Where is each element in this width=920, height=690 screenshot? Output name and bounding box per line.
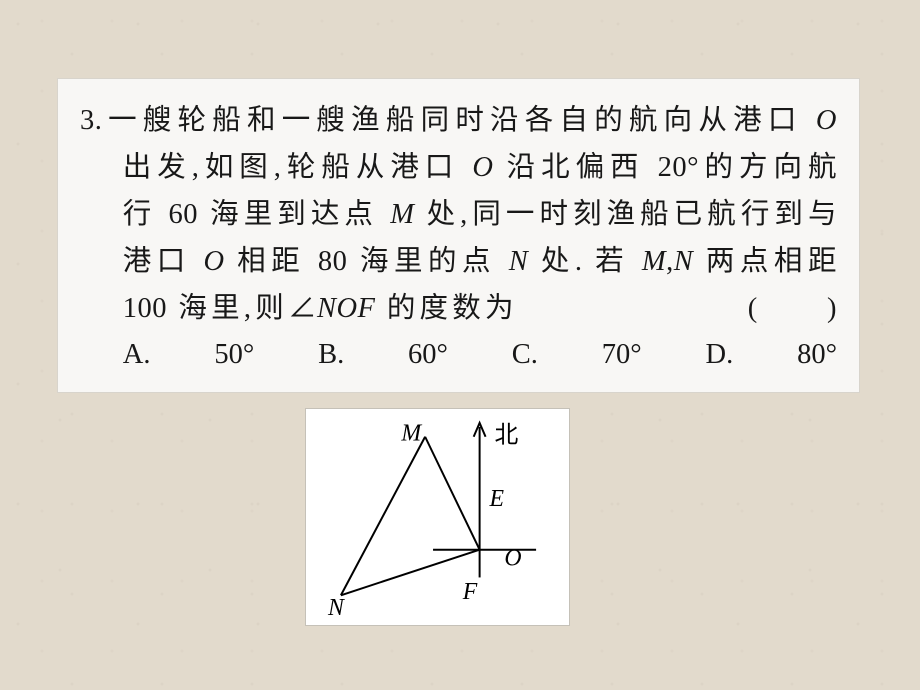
label-F: F [462,579,478,605]
option-a: A. 50° [123,339,254,370]
option-d: D. 80° [706,339,837,370]
label-O: O [504,546,521,572]
stem-line-4: 港口 O 相距 80 海里的点 N 处. 若 M,N 两点相距 [80,238,837,285]
label-N: N [327,595,345,621]
label-E: E [489,486,505,512]
stem-line-5: 100 海里,则∠NOF 的度数为( ) [80,285,837,332]
stem-line-2: 出发,如图,轮船从港口 O 沿北偏西 20°的方向航 [80,144,837,191]
seg-MO [425,437,479,550]
question-card: 3.一艘轮船和一艘渔船同时沿各自的航向从港口 O 出发,如图,轮船从港口 O 沿… [57,78,860,393]
options-row: A. 50° B. 60° C. 70° D. 80° [80,332,837,378]
stem-line-3: 行 60 海里到达点 M 处,同一时刻渔船已航行到与 [80,191,837,238]
label-north: 北 [494,422,518,449]
label-M: M [400,421,422,447]
option-c: C. 70° [512,339,642,370]
question-stem: 3.一艘轮船和一艘渔船同时沿各自的航向从港口 O 出发,如图,轮船从港口 O 沿… [80,97,837,332]
option-b: B. 60° [318,339,448,370]
geometry-figure: M N O E F 北 [305,408,570,626]
stem-line-1: 3.一艘轮船和一艘渔船同时沿各自的航向从港口 O [80,97,837,144]
